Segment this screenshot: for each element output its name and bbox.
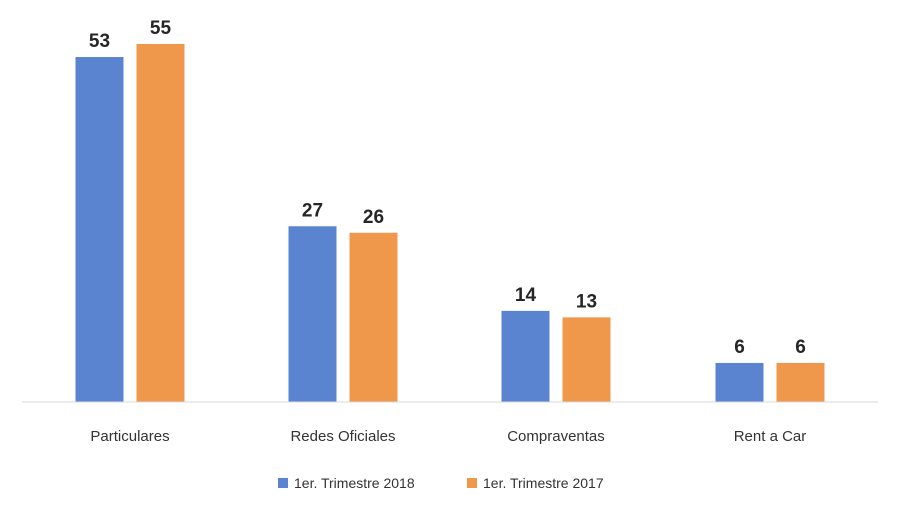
legend-label-series-2: 1er. Trimestre 2017 — [483, 475, 604, 491]
category-label-rent-a-car: Rent a Car — [734, 428, 807, 445]
data-label-redes-oficiales-series-1: 27 — [302, 200, 323, 221]
data-label-particulares-series-2: 55 — [150, 18, 172, 39]
bar-redes-oficiales-series-2 — [349, 232, 398, 402]
data-label-compraventas-series-2: 13 — [576, 291, 597, 312]
category-label-particulares: Particulares — [90, 428, 169, 445]
category-label-redes-oficiales: Redes Oficiales — [290, 428, 395, 445]
data-label-rent-a-car-series-2: 6 — [795, 337, 806, 358]
bar-compraventas-series-1 — [501, 310, 550, 402]
category-labels-group: Particulares Redes Oficiales Compraventas R… — [90, 428, 806, 445]
bar-rent-a-car-series-2 — [776, 362, 825, 402]
bars-group — [75, 44, 825, 402]
data-label-redes-oficiales-series-2: 26 — [363, 207, 384, 228]
legend-swatch-series-2 — [467, 478, 477, 488]
bar-compraventas-series-2 — [562, 317, 611, 402]
data-label-rent-a-car-series-1: 6 — [734, 337, 745, 358]
bar-particulares-series-2 — [136, 44, 185, 402]
bar-rent-a-car-series-1 — [715, 362, 764, 402]
legend-swatch-series-1 — [278, 478, 288, 488]
legend: 1er. Trimestre 2018 1er. Trimestre 2017 — [278, 475, 604, 491]
category-label-compraventas: Compraventas — [507, 428, 605, 445]
bar-redes-oficiales-series-1 — [288, 226, 337, 402]
value-labels-group: 53 55 27 26 14 13 6 6 — [89, 18, 806, 358]
legend-label-series-1: 1er. Trimestre 2018 — [294, 475, 415, 491]
data-label-compraventas-series-1: 14 — [515, 285, 537, 306]
bar-particulares-series-1 — [75, 57, 124, 402]
data-label-particulares-series-1: 53 — [89, 31, 110, 52]
